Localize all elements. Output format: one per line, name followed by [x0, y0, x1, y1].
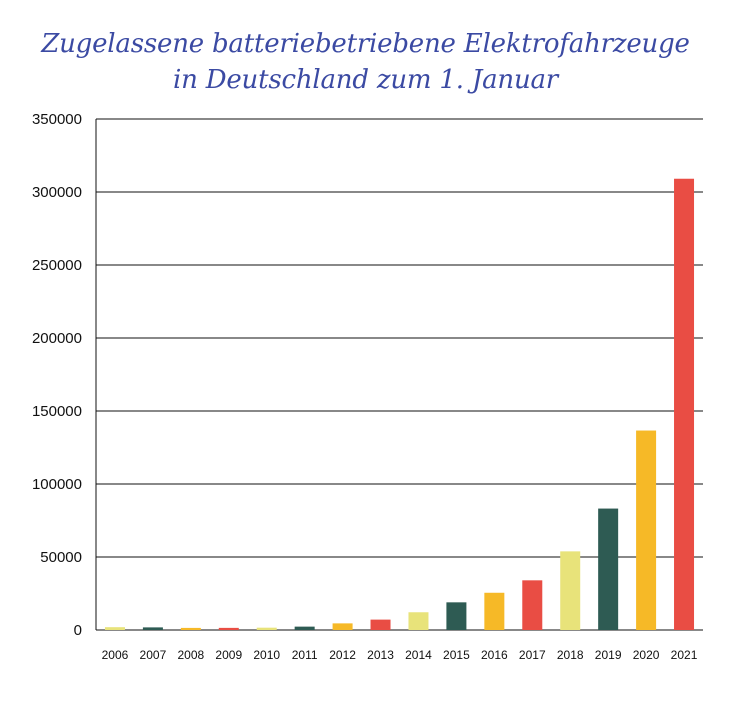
y-tick-label: 200000	[32, 330, 82, 347]
bar-2010	[256, 627, 277, 630]
x-tick-label: 2009	[215, 648, 242, 662]
bar-2016	[484, 592, 505, 630]
bar-2021	[674, 178, 695, 630]
bar-2017	[522, 580, 543, 630]
x-tick-label: 2017	[519, 648, 546, 662]
bar-2020	[636, 430, 657, 630]
y-tick-label: 300000	[32, 184, 82, 201]
x-tick-label: 2020	[633, 648, 660, 662]
bar-2012	[332, 623, 353, 630]
x-tick-label: 2007	[140, 648, 167, 662]
x-tick-label: 2014	[405, 648, 432, 662]
x-tick-label: 2021	[671, 648, 698, 662]
x-tick-label: 2013	[367, 648, 394, 662]
y-tick-label: 250000	[32, 257, 82, 274]
x-tick-label: 2011	[292, 648, 318, 662]
bar-2013	[370, 619, 391, 630]
y-tick-label: 350000	[32, 111, 82, 128]
x-tick-label: 2010	[253, 648, 280, 662]
x-tick-label: 2019	[595, 648, 622, 662]
x-tick-label: 2018	[557, 648, 584, 662]
bar-2015	[446, 602, 467, 630]
y-tick-label: 50000	[40, 549, 82, 566]
bar-2007	[142, 627, 163, 630]
x-tick-label: 2016	[481, 648, 508, 662]
bar-2008	[180, 627, 201, 630]
bar-2006	[104, 627, 125, 630]
bar-2011	[294, 626, 315, 630]
x-tick-label: 2012	[329, 648, 356, 662]
bar-2009	[218, 627, 239, 630]
bar-2019	[598, 508, 619, 630]
x-tick-label: 2015	[443, 648, 470, 662]
y-tick-label: 0	[74, 622, 82, 639]
bar-2018	[560, 551, 581, 630]
y-tick-label: 150000	[32, 403, 82, 420]
x-tick-label: 2008	[177, 648, 204, 662]
chart-title-line-1: Zugelassene batteriebetriebene Elektrofa…	[41, 29, 690, 59]
bar-2014	[408, 612, 429, 630]
x-tick-label: 2006	[102, 648, 129, 662]
chart-title-line-2: in Deutschland zum 1. Januar	[172, 65, 559, 95]
y-tick-label: 100000	[32, 476, 82, 493]
chart-title: Zugelassene batteriebetriebene Elektrofa…	[0, 26, 731, 98]
